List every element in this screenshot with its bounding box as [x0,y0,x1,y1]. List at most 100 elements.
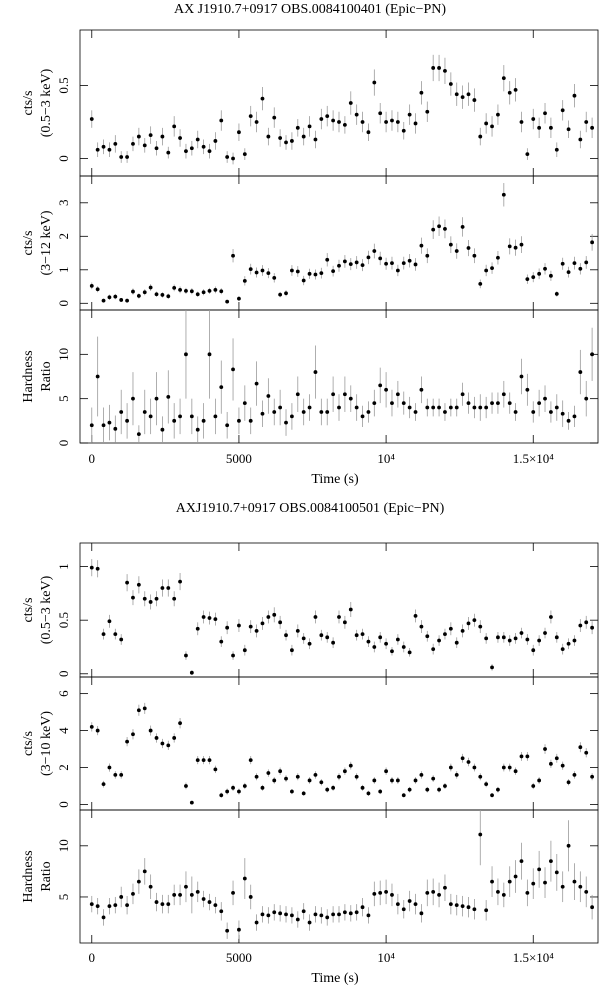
chart-top-panel-ratio-point [231,367,235,372]
chart-bottom-panel-ratio-point [142,869,147,874]
chart-bottom-panel-ratio-point [325,915,330,920]
chart-bottom-panel-ratio-point [390,893,394,897]
chart-bottom-panel-soft-point [131,595,135,600]
chart-top-panel-soft-point [337,120,341,124]
chart-bottom-panel-soft-point [160,586,165,590]
chart-bottom-panel-hard-point [543,747,547,751]
chart-bottom-panel-hard-point [384,769,388,774]
chart-top-panel-hard-point [131,289,135,294]
chart-bottom-panel-soft-ytick-label: 0 [56,671,71,678]
chart-top-panel-soft-point [154,146,159,151]
chart-top-panel-hard-point [413,262,418,267]
chart-top-panel-soft-point [384,120,388,124]
chart-bottom-panel-ratio-point [366,913,371,918]
chart-top-panel-soft-point [201,144,206,149]
chart-bottom-panel-hard-point [95,728,100,733]
chart-top-panel-hard: 0 1 2 3 cts/s (3−12 keV) [21,175,599,311]
chart-bottom-panel-soft-point [507,638,512,643]
chart-top-panel-ratio-point [454,405,459,410]
chart-top-panel-ratio-point [554,405,559,410]
chart-top-panel-hard-point [513,245,518,250]
chart-bottom-panel-hard-point [501,765,506,770]
chart-bottom-panel-soft-ylabel-sub: (0.5−3 keV) [39,575,54,644]
chart-bottom-panel-soft-point [478,624,483,629]
chart-top-panel-ratio-point [354,405,359,410]
chart-top-panel-soft: 0 0.5 cts/s (0.5−3 keV) [21,29,599,177]
chart-top-panel-soft-point [501,76,506,81]
chart-bottom-panel-hard-point [89,724,94,729]
chart-top-panel-ratio-point [278,405,283,410]
chart-bottom-panel-soft-point [189,670,194,675]
chart-top-panel-hard-point [437,224,441,229]
chart-bottom-panel-ratio-point [184,884,188,889]
chart-bottom-panel-soft-point [431,647,436,652]
chart-top-panel-soft-point [284,140,288,145]
chart-bottom-xtick-label: 1.5×10⁴ [513,950,555,965]
chart-bottom-panel-soft: 0 0.5 1 cts/s (0.5−3 keV) [21,542,599,678]
chart-top-panel-soft-point [89,117,94,121]
chart-bottom-panel-soft-point [254,629,259,633]
chart-top-panel-hard-point [207,289,212,293]
chart-bottom-panel-hard-point [272,778,277,783]
chart-top-panel-hard-point [354,260,359,265]
chart-bottom-panel-soft-point [549,615,553,619]
chart-top-xtick-label: 10⁴ [377,451,395,466]
chart-top-panel-soft-point [148,133,153,138]
chart-bottom-panel-ratio-frame [79,809,599,944]
chart-top-panel-ratio-point [307,405,312,410]
chart-bottom-panel-hard-point [378,789,383,794]
chart-bottom-panel-ratio-point [136,879,141,884]
chart-top-panel-hard-point [401,261,406,265]
chart-top-panel-hard-ytick-label: 2 [56,233,71,240]
chart-bottom-panel-ratio-point [543,880,547,885]
chart-bottom-panel-soft-point [195,626,200,631]
chart-bottom-panel-hard-point [419,773,424,777]
chart-top-panel-hard-point [201,290,206,295]
chart-bottom-panel-ratio-point [125,903,129,908]
chart-top-panel-ratio-point [566,418,571,423]
chart-top-panel-hard-point [266,271,271,276]
chart-bottom-xlabel: Time (s) [311,971,359,986]
chart-bottom-panel-ratio-point [154,900,159,904]
chart-bottom-panel-ratio-point [443,885,447,890]
chart-bottom-panel-soft-point [360,632,365,637]
chart-bottom-panel-soft-point [501,635,506,640]
chart-bottom-panel-hard-point [437,787,441,792]
chart-top-panel-hard-point [501,192,506,197]
chart-top-panel-hard-point [525,277,530,282]
chart-top-panel-hard-point [125,298,129,303]
chart-bottom-panel-ratio-point [501,893,506,897]
chart-top-panel-soft-point [454,92,459,97]
chart-top-panel-soft-point [537,125,542,130]
chart-top-panel-hard-point [554,292,559,296]
chart-bottom-panel-hard-point [496,787,500,792]
chart-bottom-panel-soft-point [425,634,430,639]
chart-bottom-panel-soft-point [301,636,306,641]
chart-bottom-panel-hard-point [331,785,336,790]
chart-top-panel-ratio-point [431,405,436,410]
chart-top-panel-ratio-point [484,405,489,410]
chart-top-panel-ratio-point [407,405,412,410]
chart-bottom-panel-soft-point [443,632,447,637]
chart-bottom-panel-soft-point [437,638,441,643]
chart-top-panel-soft-point [378,111,383,116]
chart-top-panel-soft-point [584,120,589,124]
chart-top-panel-ratio-ytick-label: 10 [56,348,71,361]
chart-top-panel-ratio-point [113,426,118,431]
chart-top-panel-ratio-point [313,370,318,374]
chart-bottom-panel-ratio-point [566,843,571,848]
chart-top-panel-hard-point [290,268,294,273]
chart-bottom-panel-hard-point [460,756,465,761]
chart-bottom-panel-soft-point [207,616,212,620]
chart-bottom-panel-hard-point [554,756,559,761]
chart-bottom-panel-ratio-point [419,911,424,916]
chart-bottom-panel-soft-point [354,633,359,638]
chart-top-panel-ratio-point [101,423,106,428]
chart-bottom-panel-hard-point [207,758,212,763]
chart-bottom-panel-hard-point [119,773,124,777]
chart-top-panel-hard-point [237,296,241,301]
chart-bottom-panel-hard-point [443,784,447,788]
chart-top-panel-ratio-point [543,396,547,401]
chart-bottom-xtick-label: 0 [89,950,96,965]
chart-bottom-panel-ratio-point [201,897,206,901]
